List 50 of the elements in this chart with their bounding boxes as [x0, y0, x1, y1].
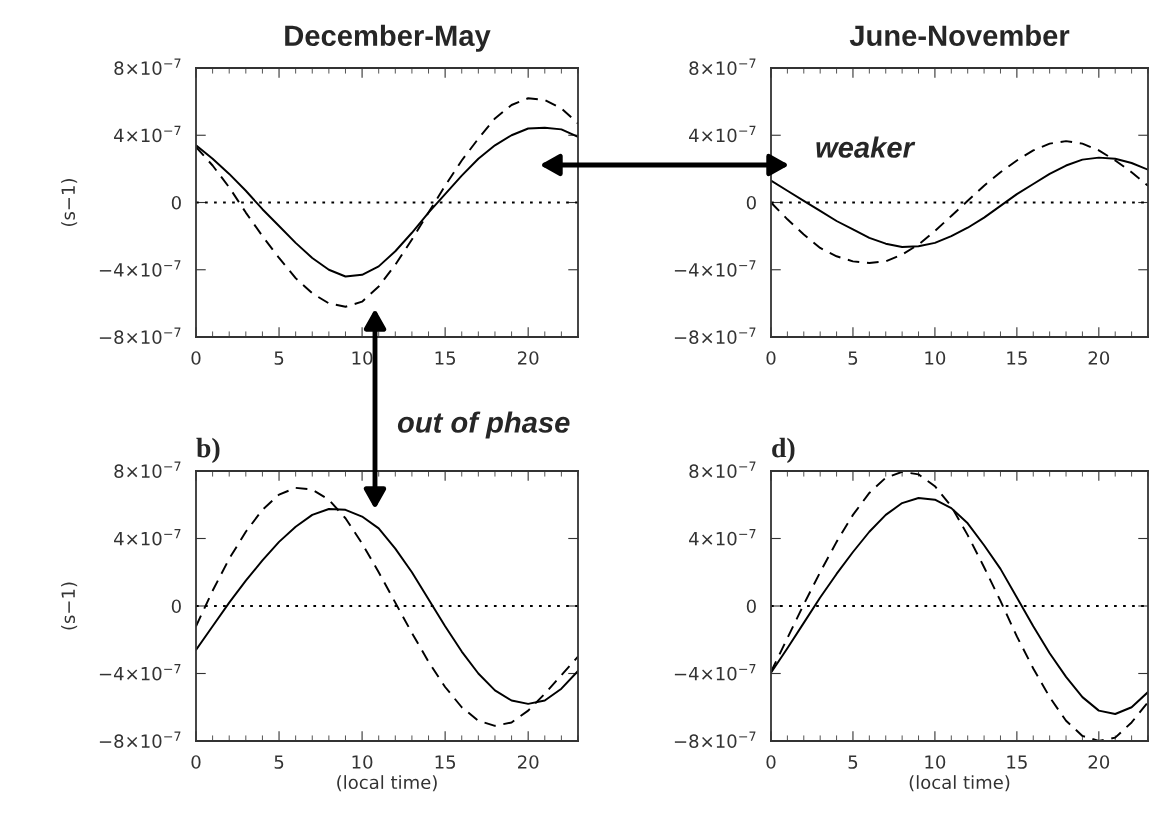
- y-tick-label: 4×10$^{−7}$: [114, 125, 181, 143]
- y-tick-label: 8×10$^{−7}$: [114, 461, 181, 478]
- x-tick-label: 5: [848, 351, 858, 365]
- x-axis-title: (local time): [909, 775, 1010, 792]
- x-tick-label: 10: [352, 755, 373, 769]
- x-tick-label: 5: [848, 755, 858, 769]
- x-tick-label: 0: [766, 755, 776, 769]
- y-tick-label: −4×10$^{−7}$: [99, 260, 181, 277]
- text: out of phase: [397, 411, 570, 439]
- y-tick-label: 0: [171, 195, 181, 210]
- x-tick-label: 15: [1007, 351, 1027, 365]
- x-tick-label: 10: [925, 755, 946, 769]
- y-tick-label: −4×10$^{−7}$: [674, 260, 756, 277]
- x-tick-label: 0: [191, 351, 201, 365]
- y-tick-label: −4×10$^{−7}$: [674, 664, 756, 681]
- y-axis-title: (s−1): [61, 179, 78, 226]
- y-tick-label: −8×10$^{−7}$: [674, 731, 756, 748]
- annotation: weaker: [816, 136, 916, 158]
- x-tick-label: 0: [766, 351, 776, 365]
- y-tick-label: 0: [746, 195, 756, 210]
- chart-title: December-May: [285, 24, 491, 52]
- x-tick-label: 20: [518, 755, 539, 769]
- x-tick-label: 20: [1088, 351, 1110, 365]
- x-axis-title: (local time): [337, 775, 437, 792]
- y-tick-label: −4×10$^{−7}$: [99, 664, 181, 681]
- x-tick-label: 15: [435, 755, 456, 769]
- x-tick-label: 0: [191, 755, 201, 769]
- y-tick-label: −8×10$^{−7}$: [674, 327, 756, 344]
- chart-title: b): [196, 437, 220, 464]
- x-tick-label: 10: [352, 351, 373, 365]
- chart-title: d): [772, 437, 795, 464]
- y-tick-label: 0: [171, 599, 181, 614]
- x-tick-label: 5: [274, 351, 284, 365]
- y-tick-label: 4×10$^{−7}$: [114, 529, 181, 546]
- y-axis-title: (s−1): [61, 582, 78, 630]
- x-tick-label: 15: [435, 351, 456, 365]
- y-tick-label: 8×10$^{−7}$: [114, 58, 181, 75]
- y-tick-label: −8×10$^{−7}$: [99, 731, 181, 748]
- y-tick-label: 4×10$^{−7}$: [689, 529, 756, 546]
- x-tick-label: 20: [518, 351, 539, 365]
- y-tick-label: 4×10$^{−7}$: [689, 125, 756, 143]
- y-tick-label: −8×10$^{−7}$: [99, 327, 181, 344]
- y-tick-label: 8×10$^{−7}$: [689, 461, 756, 478]
- x-tick-label: 5: [274, 755, 284, 769]
- y-tick-label: 8×10$^{−7}$: [689, 58, 756, 75]
- y-tick-label: 0: [746, 599, 756, 614]
- x-tick-label: 10: [925, 351, 946, 365]
- x-tick-label: 15: [1007, 755, 1027, 769]
- x-tick-label: 20: [1088, 755, 1110, 769]
- chart-title: June-November: [849, 24, 1070, 47]
